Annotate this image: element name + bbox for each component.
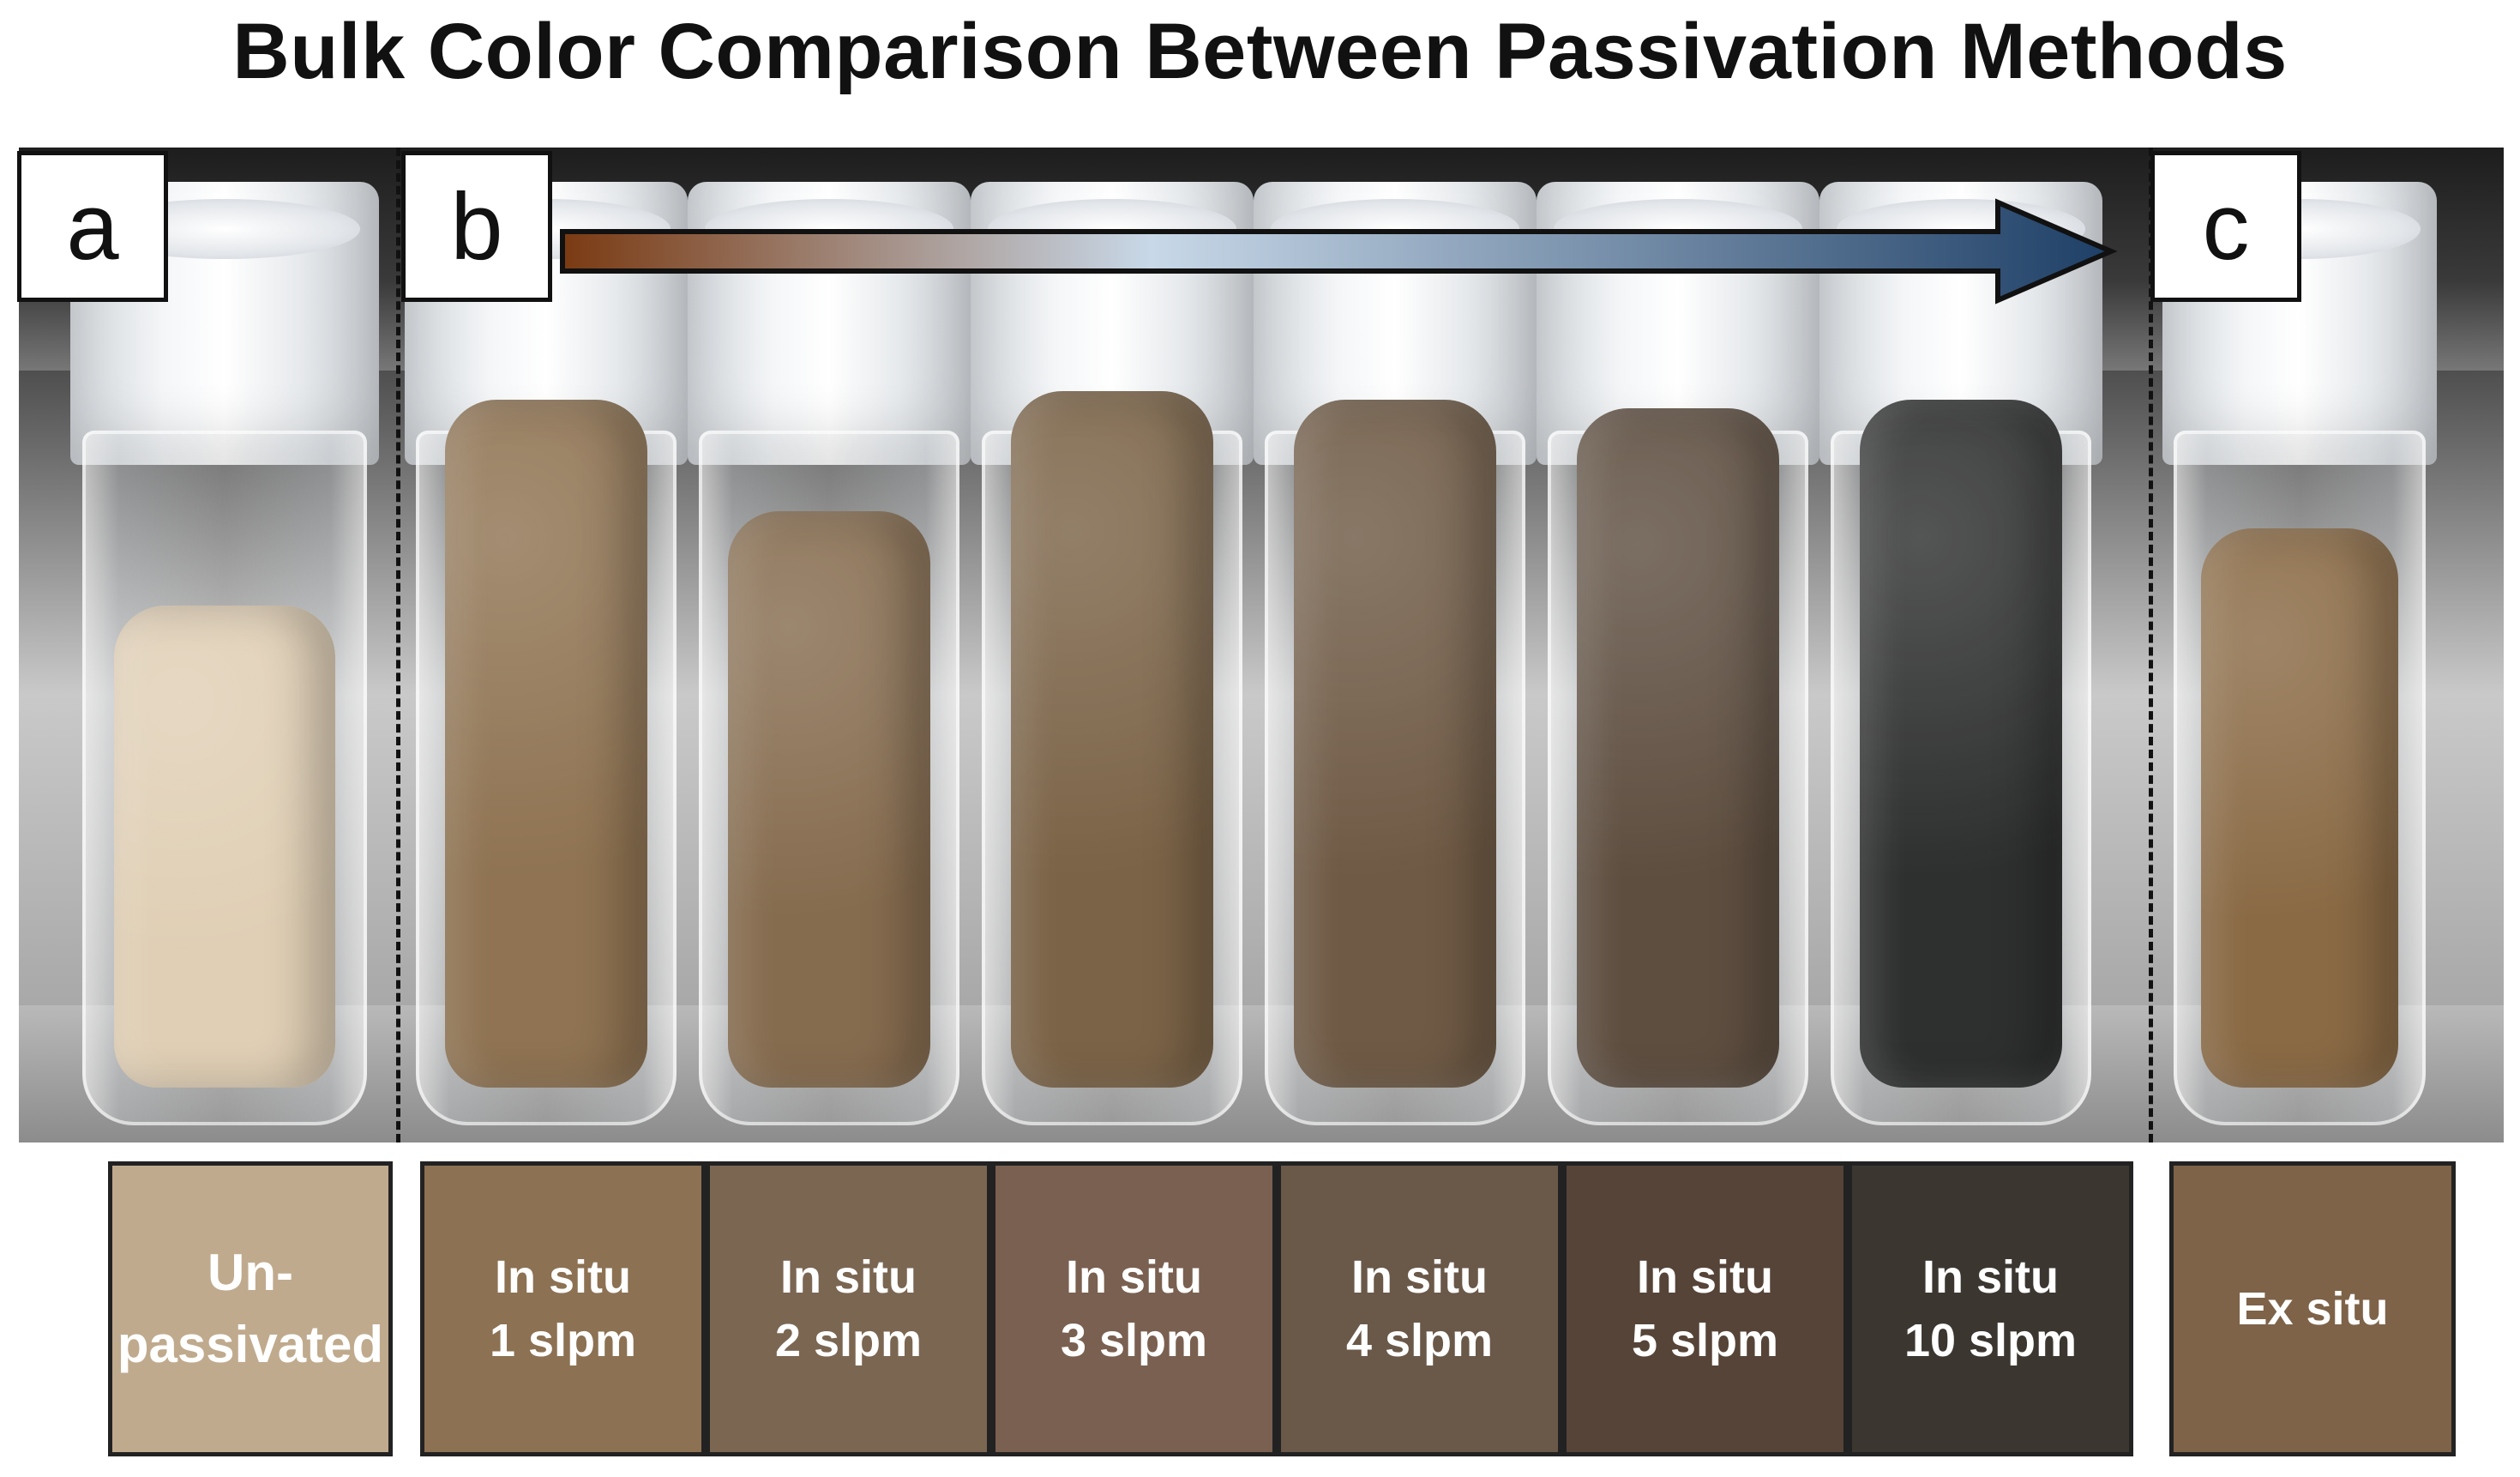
swatch-in-situ-3: In situ 3 slpm [991, 1161, 1277, 1456]
divider-line-ab [396, 148, 400, 1142]
vial-in-situ-2 [688, 148, 971, 1142]
panel-label-b: b [401, 151, 552, 302]
swatch-label: In situ 3 slpm [1060, 1251, 1208, 1366]
swatch-label: In situ 1 slpm [489, 1251, 637, 1366]
swatch-in-situ-5: In situ 5 slpm [1562, 1161, 1848, 1456]
vial-glass [982, 391, 1242, 1125]
swatch-in-situ-2: In situ 2 slpm [706, 1161, 991, 1456]
arrow-shape [560, 198, 2118, 304]
swatch-in-situ-1: In situ 1 slpm [420, 1161, 706, 1456]
divider-line-bc [2149, 148, 2153, 1142]
vial-powder [1859, 400, 2063, 1088]
vial-in-situ-1 [405, 148, 688, 1142]
swatch-ex-situ: Ex situ [2169, 1161, 2456, 1456]
swatch-unpassivated: Un- passivated [108, 1161, 393, 1456]
vial-glass [1265, 400, 1525, 1125]
swatch-label: In situ 2 slpm [774, 1251, 923, 1366]
vial-powder [727, 511, 931, 1088]
vial-powder [1010, 391, 1214, 1088]
swatch-label: In situ 10 slpm [1904, 1251, 2078, 1366]
vial-powder [444, 400, 648, 1088]
vial-glass [416, 400, 677, 1125]
swatch-in-situ-10: In situ 10 slpm [1848, 1161, 2133, 1456]
vial-powder [2201, 528, 2398, 1088]
trend-arrow [560, 198, 2118, 304]
swatch-label: In situ 5 slpm [1631, 1251, 1779, 1366]
vial-in-situ-10 [1819, 148, 2102, 1142]
vial-glass [1831, 400, 2091, 1125]
vial-glass [699, 431, 959, 1125]
swatch-in-situ-4: In situ 4 slpm [1277, 1161, 1562, 1456]
vial-powder [1293, 400, 1497, 1088]
vial-glass [82, 431, 367, 1125]
swatch-label: Un- passivated [117, 1244, 384, 1373]
swatch-label: In situ 4 slpm [1345, 1251, 1494, 1366]
figure-title: Bulk Color Comparison Between Passivatio… [232, 7, 2288, 95]
panel-label-c: c [2150, 151, 2301, 302]
vial-glass [2173, 431, 2427, 1125]
vial-powder [113, 606, 336, 1088]
swatch-label: Ex situ [2236, 1283, 2389, 1335]
panel-label-a: a [17, 151, 168, 302]
vial-powder [1576, 408, 1780, 1088]
vial-glass [1548, 408, 1808, 1125]
